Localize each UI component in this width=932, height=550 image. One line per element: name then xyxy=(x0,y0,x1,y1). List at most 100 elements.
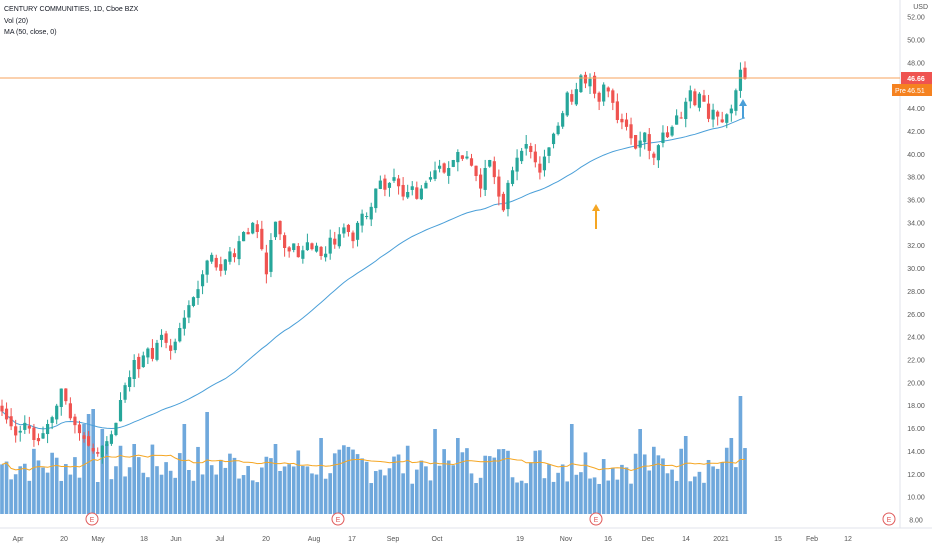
earnings-marker xyxy=(331,512,345,526)
volume-bar xyxy=(13,474,18,514)
candle-body xyxy=(100,445,104,457)
y-tick-label: 42.00 xyxy=(907,129,925,136)
last-price-tag xyxy=(901,72,932,84)
candle-body xyxy=(583,74,588,84)
candle-body xyxy=(187,305,191,318)
volume-bar xyxy=(118,445,123,514)
volume-bar xyxy=(478,477,483,514)
volume-bar xyxy=(456,438,460,514)
candle-body xyxy=(178,328,182,342)
volume-bar xyxy=(291,466,296,514)
volume-bar xyxy=(592,477,597,514)
y-tick-label: 8.00 xyxy=(909,518,923,525)
candle-body xyxy=(182,317,186,329)
candle-body xyxy=(292,243,296,251)
candle-body xyxy=(328,237,332,254)
x-tick-label: Jun xyxy=(170,536,181,543)
candle-body xyxy=(255,224,259,232)
volume-bar xyxy=(538,450,542,514)
candle-body xyxy=(396,178,401,187)
volume-bar xyxy=(734,467,738,514)
volume-bar xyxy=(487,456,492,514)
volume-bar xyxy=(287,464,291,514)
x-tick-label: 19 xyxy=(516,536,524,543)
candle-body xyxy=(497,176,501,197)
volume-bar xyxy=(433,429,437,514)
volume-bar xyxy=(597,483,601,514)
candle-body xyxy=(237,241,241,260)
volume-bar xyxy=(392,456,396,514)
volume-bar xyxy=(419,460,424,514)
candle-body xyxy=(551,133,556,145)
volume-bar xyxy=(465,448,469,514)
volume-bar xyxy=(95,481,100,514)
y-tick-label: 10.00 xyxy=(907,495,925,502)
candle-body xyxy=(520,150,524,162)
x-tick-label: 20 xyxy=(262,536,270,543)
candle-body xyxy=(392,177,396,181)
last-price-value: 46.66 xyxy=(907,76,925,83)
earnings-marker-label: E xyxy=(887,517,892,524)
candle-body xyxy=(574,89,578,105)
candle-body xyxy=(118,400,123,422)
y-tick-label: 14.00 xyxy=(907,449,925,456)
volume-bar xyxy=(629,483,633,514)
candle-body xyxy=(602,84,606,102)
volume-bar xyxy=(579,472,583,514)
candle-body xyxy=(0,405,4,412)
candle-body xyxy=(346,224,351,232)
volume-ma-line xyxy=(1,454,746,472)
candle-body xyxy=(109,434,113,444)
volume-bar xyxy=(683,436,688,514)
x-tick-label: Sep xyxy=(387,536,400,543)
candle-body xyxy=(547,147,551,156)
candle-body xyxy=(474,165,478,176)
candle-body xyxy=(415,187,419,199)
volume-bar xyxy=(150,444,155,514)
volume-bar xyxy=(45,472,50,514)
volume-bar xyxy=(697,471,702,514)
x-tick-label: 18 xyxy=(140,536,148,543)
y-tick-label: 48.00 xyxy=(907,60,925,67)
volume-bar xyxy=(724,447,729,514)
candle-body xyxy=(77,424,82,434)
y-tick-label: 12.00 xyxy=(907,472,925,479)
x-tick-label: 20 xyxy=(60,536,68,543)
candle-body xyxy=(82,435,86,439)
candle-body xyxy=(96,452,100,454)
candle-body xyxy=(501,193,506,211)
y-tick-label: 38.00 xyxy=(907,175,925,182)
candle-body xyxy=(191,297,196,306)
volume-bar xyxy=(328,473,333,514)
candle-body xyxy=(743,67,747,79)
y-tick-label: 32.00 xyxy=(907,243,925,250)
x-tick-label: 16 xyxy=(604,536,612,543)
volume-bar xyxy=(273,444,278,514)
volume-bar xyxy=(241,475,246,514)
volume-bar xyxy=(100,429,105,514)
ma-indicator-label[interactable]: MA (50, close, 0) xyxy=(4,29,57,36)
y-tick-label: 28.00 xyxy=(907,289,925,296)
candle-body xyxy=(146,348,150,358)
volume-bar xyxy=(424,466,428,514)
volume-bar xyxy=(305,466,310,514)
x-tick-label: Oct xyxy=(432,536,443,543)
volume-bar xyxy=(109,479,114,514)
candle-body xyxy=(606,87,610,92)
y-tick-label: 16.00 xyxy=(907,426,925,433)
candle-body xyxy=(355,222,360,240)
volume-indicator-label[interactable]: Vol (20) xyxy=(4,17,29,25)
volume-bar xyxy=(232,457,237,514)
symbol-title[interactable]: CENTURY COMMUNITIES, 1D, Cboe BZX xyxy=(4,6,139,13)
candle-body xyxy=(365,216,369,217)
volume-bar xyxy=(223,467,228,514)
x-tick-label: Dec xyxy=(642,536,655,543)
volume-bar xyxy=(68,474,73,514)
volume-bar xyxy=(205,412,209,514)
candle-body xyxy=(738,69,743,91)
candle-body xyxy=(314,245,319,252)
volume-bar xyxy=(588,478,592,514)
volume-bar xyxy=(36,460,41,514)
volume-bar xyxy=(27,480,32,514)
